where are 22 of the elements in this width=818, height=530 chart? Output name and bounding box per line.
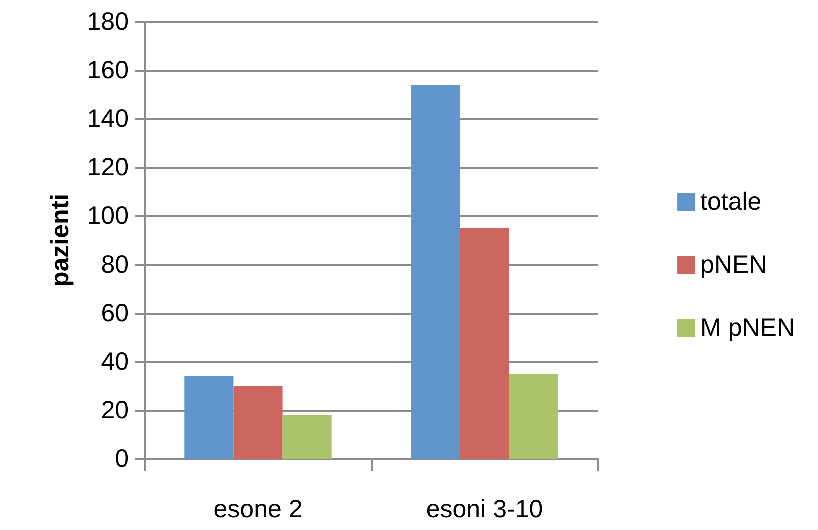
x-tick-label: esoni 3-10 — [426, 496, 544, 524]
y-tick-label: 120 — [87, 154, 129, 182]
legend-label: totale — [700, 188, 762, 216]
y-tick-label: 140 — [87, 105, 129, 134]
legend-label: M pNEN — [700, 314, 796, 342]
y-tick-label: 100 — [87, 202, 129, 230]
bar — [184, 376, 234, 459]
y-tick-label: 180 — [87, 8, 129, 36]
x-tick-label: esone 2 — [214, 496, 303, 524]
y-tick-label: 80 — [101, 250, 129, 279]
y-tick-label: 60 — [101, 299, 129, 328]
bar — [234, 386, 283, 459]
y-axis-title: pazienti — [46, 194, 74, 288]
y-tick-label: 20 — [101, 396, 129, 424]
y-tick-label: 0 — [115, 445, 129, 473]
y-tick-label: 40 — [101, 348, 129, 376]
bar — [411, 85, 460, 459]
legend-label: pNEN — [700, 251, 768, 279]
bar — [282, 415, 332, 459]
bar — [460, 228, 510, 459]
bar — [509, 374, 558, 459]
y-tick-label: 160 — [87, 56, 129, 85]
